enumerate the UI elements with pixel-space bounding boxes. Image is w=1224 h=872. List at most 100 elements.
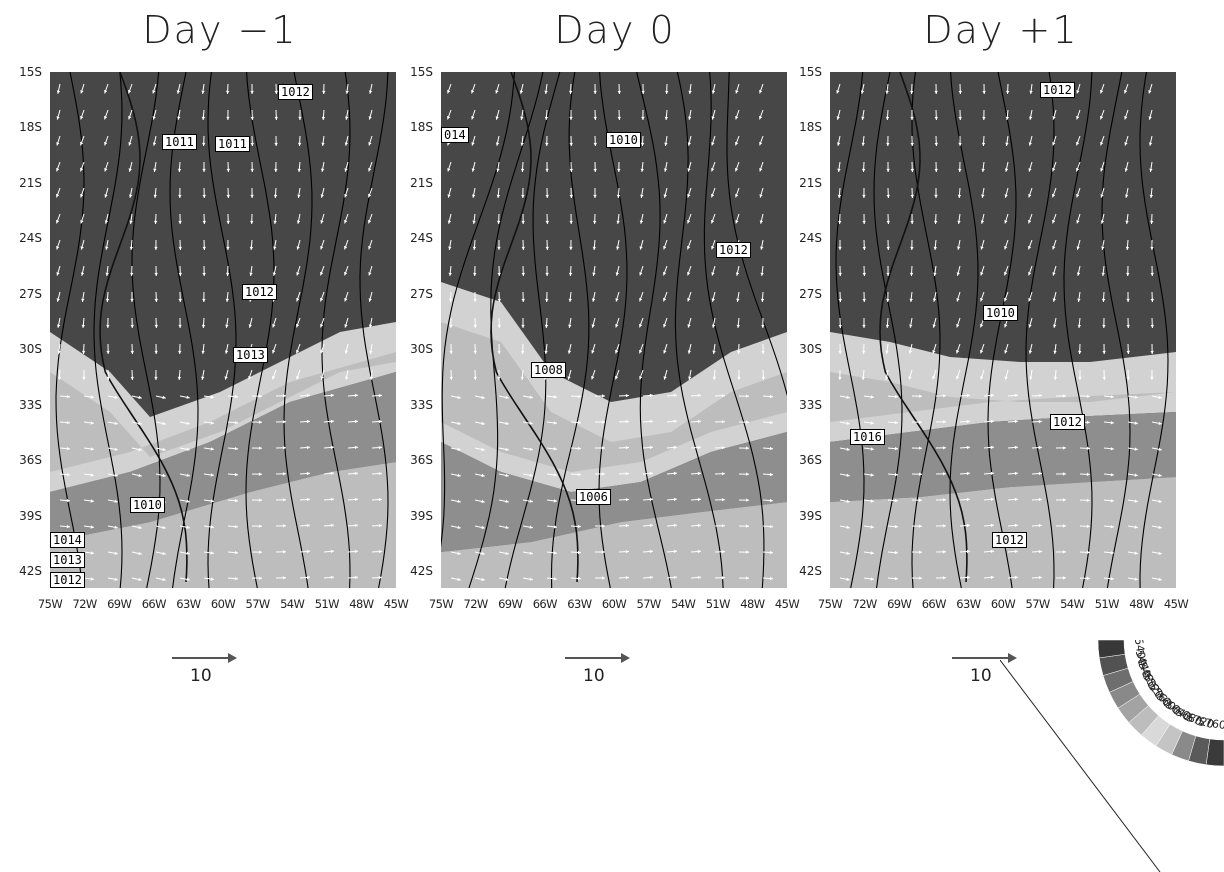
wind-vector-head <box>918 394 922 398</box>
wind-vector-head <box>1052 272 1056 276</box>
wind-vector-head <box>1134 577 1138 581</box>
wind-vector-head <box>649 575 653 580</box>
contour-label: 1011 <box>162 134 197 150</box>
wind-vector-head <box>186 499 190 503</box>
wind-vector-head <box>258 524 262 528</box>
wind-vector-head <box>663 220 667 224</box>
latitude-tick-label: 27S <box>799 286 822 301</box>
wind-vector-head <box>745 472 749 476</box>
wind-vector-head <box>886 168 890 172</box>
wind-vector-head <box>248 324 252 328</box>
wind-vector-head <box>210 551 214 555</box>
longitude-tick-label: 63W <box>956 597 981 611</box>
wind-vector-head <box>569 194 573 198</box>
wind-vector-head <box>942 550 946 554</box>
wind-vector-head <box>639 298 643 302</box>
wind-vector-head <box>1052 246 1056 250</box>
wind-vector-head <box>90 473 94 477</box>
wind-vector-head <box>1062 498 1066 502</box>
wind-vector-head <box>980 349 984 354</box>
wind-vector-head <box>447 168 451 172</box>
wind-vector-head <box>320 246 324 250</box>
wind-vector-head <box>272 375 276 380</box>
wind-vector-head <box>1126 376 1130 380</box>
map-panel-day-plus-1: 1012 1010 1016 1012 1012 <box>830 72 1176 588</box>
wind-vector-head <box>1004 324 1008 328</box>
reference-vector-day-0: 10 <box>565 652 635 692</box>
wind-vector-head <box>306 575 310 580</box>
wind-vector-head <box>66 394 70 399</box>
longitude-tick-label: 48W <box>740 597 765 611</box>
wind-vector-head <box>649 523 653 528</box>
coastline <box>99 72 188 583</box>
wind-vector-head <box>272 272 276 276</box>
wind-vector-head <box>306 497 310 502</box>
wind-vector-head <box>769 576 773 581</box>
wind-vector-head <box>956 272 960 276</box>
wind-vector-head <box>152 90 156 94</box>
wind-vector-head <box>90 421 94 425</box>
wind-vector-head <box>56 168 60 172</box>
wind-vector-head <box>1102 324 1106 328</box>
wind-vector-head <box>649 445 653 450</box>
wind-vector-head <box>687 324 691 328</box>
wind-vector-head <box>1100 168 1104 172</box>
wind-vector-head <box>956 298 960 302</box>
wind-vector-head <box>990 419 994 424</box>
wind-vector-head <box>910 220 914 224</box>
wind-vector-head <box>447 220 452 224</box>
wind-vector-head <box>354 575 358 580</box>
wind-vector-head <box>908 376 912 380</box>
wind-vector-head <box>472 194 476 198</box>
pressure-contour <box>949 72 979 588</box>
wind-vector-head <box>1029 376 1033 380</box>
wind-vector-head <box>990 393 994 398</box>
wind-vector-head <box>577 524 581 529</box>
wind-vector-head <box>862 246 866 250</box>
wind-vector-head <box>186 473 190 477</box>
wind-vector-head <box>1014 575 1018 580</box>
wind-vector-head <box>82 376 86 380</box>
wind-vector-head <box>957 194 962 198</box>
wind-vector-head <box>616 220 620 224</box>
wind-vector-head <box>320 297 324 302</box>
wind-vector-head <box>886 246 890 250</box>
wind-vector-head <box>345 376 349 380</box>
wind-vector-head <box>625 498 629 502</box>
wind-vector-head <box>1110 421 1114 425</box>
wind-vector-head <box>1029 90 1033 94</box>
wind-vector-head <box>545 194 549 198</box>
wind-vector-head <box>272 349 276 354</box>
wind-vector-head <box>368 193 372 198</box>
wind-vector-head <box>306 549 310 554</box>
wind-vector-head <box>378 445 382 450</box>
latitude-tick-label: 18S <box>799 120 822 135</box>
wind-vector-head <box>761 376 765 380</box>
wind-vector-head <box>226 90 230 94</box>
wind-vector-head <box>577 446 581 451</box>
reference-vector-label: 10 <box>970 666 992 686</box>
wind-vector-head <box>981 168 985 172</box>
wind-vector-head <box>282 524 286 528</box>
wind-vector-head <box>249 272 253 276</box>
wind-vector-head <box>593 142 597 146</box>
wind-vector-head <box>104 141 108 146</box>
wind-vector-head <box>1004 376 1008 380</box>
wind-vector-head <box>870 447 874 451</box>
wind-vector-head <box>447 115 451 120</box>
wind-vector-head <box>344 194 348 198</box>
wind-vector-head <box>1005 116 1009 120</box>
wind-vector-head <box>1062 472 1066 476</box>
wind-vector-head <box>1102 350 1106 354</box>
wind-vector-head <box>625 524 629 528</box>
longitude-tick-label: 51W <box>314 597 340 611</box>
wind-vector-head <box>154 350 158 354</box>
wind-vector-head <box>320 220 324 224</box>
wind-vector-head <box>1004 350 1008 354</box>
wind-vector-head <box>496 168 500 172</box>
wind-vector-head <box>688 376 692 380</box>
wind-vector-head <box>1086 420 1090 424</box>
wind-vector-head <box>838 350 842 354</box>
wind-vector-head <box>601 420 605 424</box>
wind-vector-head <box>861 142 865 146</box>
